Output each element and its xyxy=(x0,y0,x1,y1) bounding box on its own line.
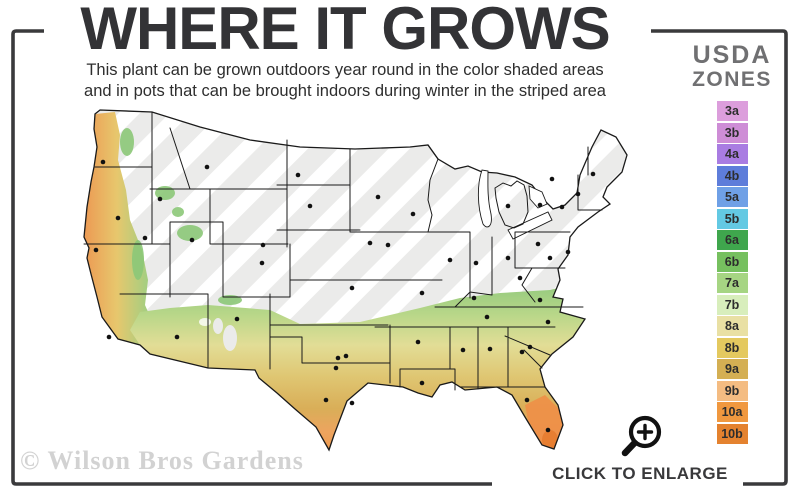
zone-label: 10b xyxy=(721,426,743,441)
legend-zone-3b: 3b xyxy=(716,122,748,143)
lake-huron xyxy=(528,185,548,209)
zone-label: 7b xyxy=(724,297,740,312)
click-to-enlarge-label[interactable]: CLICK TO ENLARGE xyxy=(552,464,728,483)
zone-label: 9b xyxy=(724,383,740,398)
zone-label: 3a xyxy=(725,104,739,118)
us-zone-map-svg xyxy=(83,109,628,452)
zone-label: 6a xyxy=(725,233,739,247)
legend-zone-5b: 5b xyxy=(716,208,748,229)
lake-michigan xyxy=(477,169,492,228)
state-borders xyxy=(83,111,603,391)
zone-label: 8b xyxy=(724,340,740,355)
frame-left-path xyxy=(11,29,492,486)
frame-right-path xyxy=(651,29,788,486)
us-outline xyxy=(83,109,628,452)
florida-tip-region xyxy=(542,430,558,450)
legend-heading-usda: USDA xyxy=(692,41,772,69)
legend-zone-7a: 7a xyxy=(716,273,748,293)
white-gap-patch xyxy=(199,318,211,326)
legend-zone-8b: 8b xyxy=(716,337,748,358)
zone-label: 3b xyxy=(724,125,740,140)
legend-zone-6b: 6b xyxy=(716,251,748,272)
click-to-enlarge[interactable]: CLICK TO ENLARGE xyxy=(540,414,740,484)
watermark: © Wilson Bros Gardens xyxy=(20,446,304,475)
legend-zone-5a: 5a xyxy=(716,187,748,207)
legend-zone-4a: 4a xyxy=(716,144,748,164)
subtitle-line-1: This plant can be grown outdoors year ro… xyxy=(86,61,604,79)
page-title: WHERE IT GROWS xyxy=(80,0,610,62)
legend-zone-3a: 3a xyxy=(716,101,748,121)
michigan-outline xyxy=(494,180,529,229)
zone-label: 6b xyxy=(724,254,740,269)
legend-zone-9b: 9b xyxy=(716,380,748,401)
west-coast-color-region xyxy=(84,112,155,345)
legend-zone-7b: 7b xyxy=(716,294,748,315)
usda-zones-legend: USDA ZONES 3a 3b 4a 4b 5a 5b 6a 6b 7a 7b… xyxy=(676,42,788,444)
page-subtitle: This plant can be grown outdoors year ro… xyxy=(0,60,690,102)
legend-zone-column: 3a 3b 4a 4b 5a 5b 6a 6b 7a 7b 8a 8b 9a 9… xyxy=(676,101,788,444)
legend-zone-6a: 6a xyxy=(716,230,748,250)
legend-zone-9a: 9a xyxy=(716,359,748,379)
state-marker-dots xyxy=(93,159,596,433)
us-zone-map[interactable] xyxy=(30,100,675,472)
legend-heading-zones: ZONES xyxy=(692,68,772,91)
zone-label: 7a xyxy=(725,276,739,290)
magnifier-plus-icon[interactable] xyxy=(612,414,668,460)
legend-zone-10a: 10a xyxy=(716,402,748,422)
zone-label: 9a xyxy=(725,362,739,376)
zone-label: 4b xyxy=(724,168,740,183)
zone-label: 4a xyxy=(725,147,739,161)
gray-mountain-patch xyxy=(223,325,237,351)
zone-label: 5a xyxy=(725,190,739,204)
zone-label: 5b xyxy=(724,211,740,226)
zone-label: 8a xyxy=(725,319,739,333)
legend-zone-4b: 4b xyxy=(716,165,748,186)
gray-mountain-patch xyxy=(213,318,223,334)
legend-zone-8a: 8a xyxy=(716,316,748,336)
subtitle-line-2: and in pots that can be brought indoors … xyxy=(84,82,606,100)
zone-label: 10a xyxy=(721,405,743,419)
legend-zone-10b: 10b xyxy=(716,423,748,444)
